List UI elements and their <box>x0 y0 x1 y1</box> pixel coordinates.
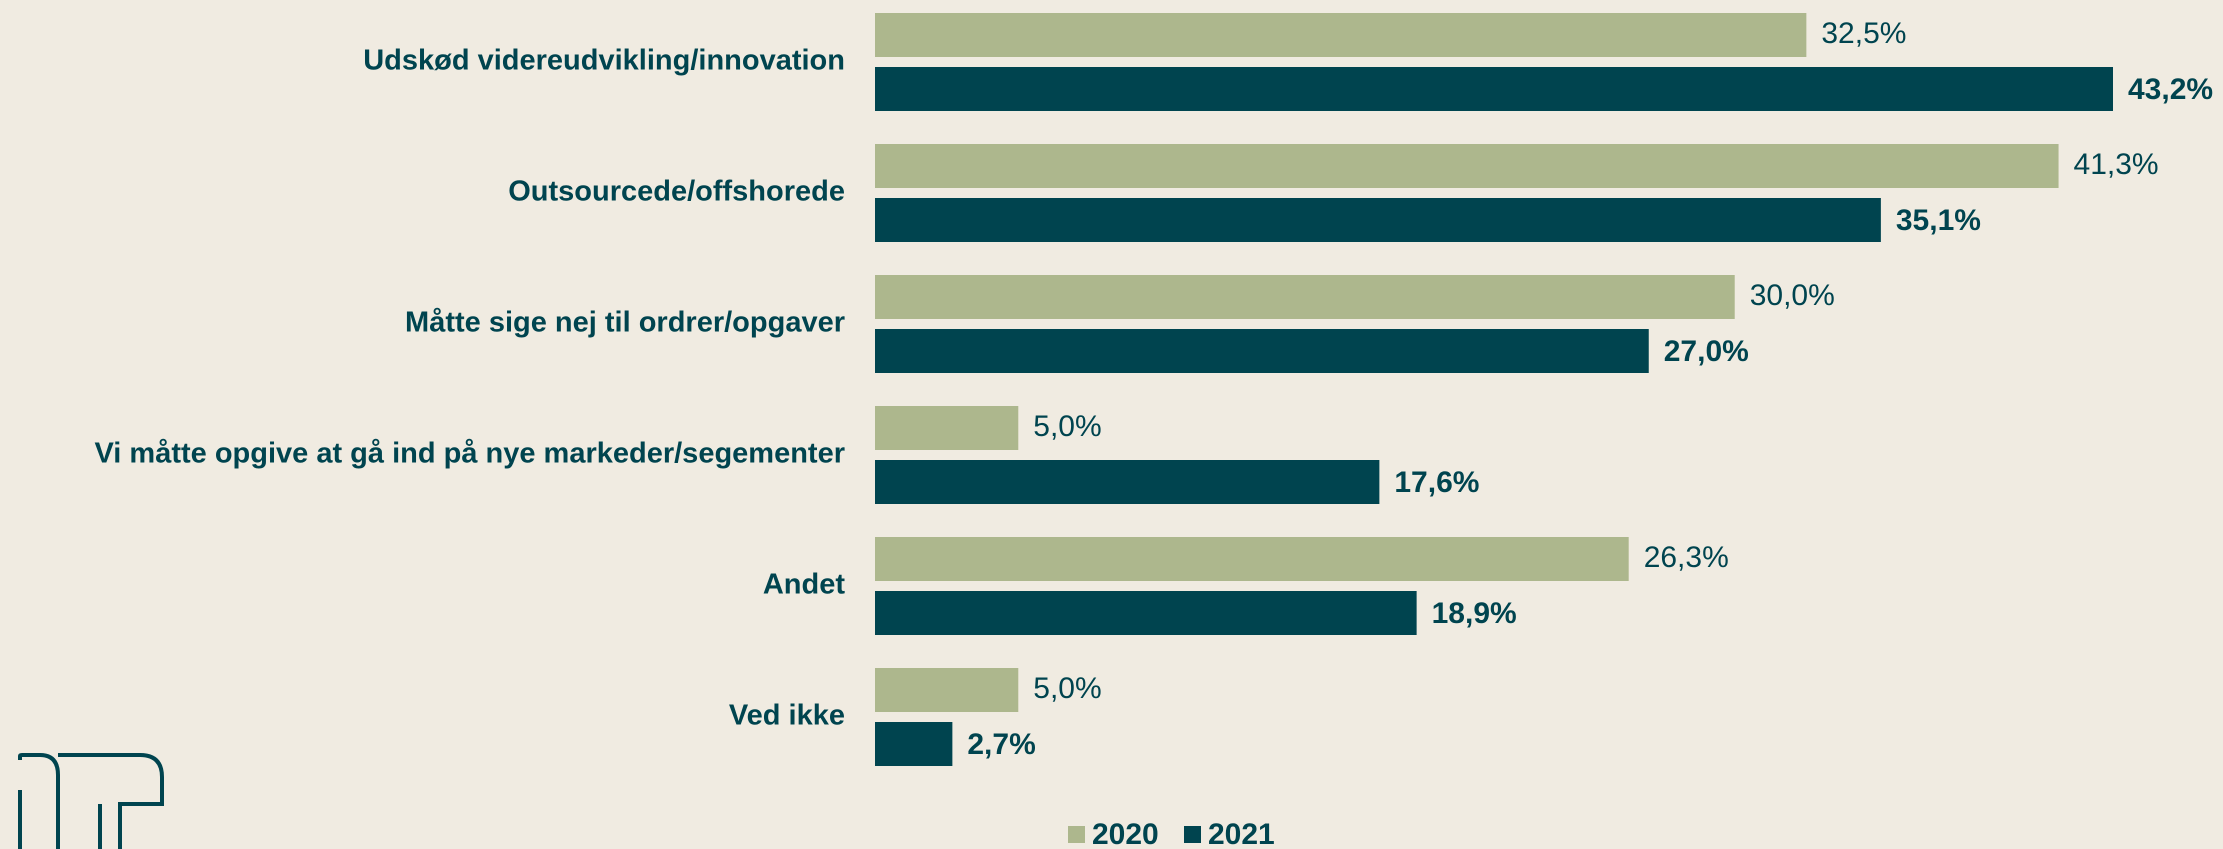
bar <box>875 329 1649 373</box>
logo-t <box>58 753 164 849</box>
category-label: Måtte sige nej til ordrer/opgaver <box>405 307 845 339</box>
category-label: Vi måtte opgive at gå ind på nye markede… <box>94 438 845 470</box>
value-label: 43,2% <box>2128 73 2213 106</box>
legend-label: 2021 <box>1208 818 1275 849</box>
category-label: Outsourcede/offshorede <box>508 176 845 208</box>
bar <box>875 591 1417 635</box>
logo-i <box>18 753 60 849</box>
value-label: 17,6% <box>1394 466 1479 499</box>
legend-swatch <box>1068 826 1085 843</box>
value-label: 5,0% <box>1033 410 1101 443</box>
bar <box>875 460 1380 504</box>
category-label: Andet <box>763 569 846 601</box>
value-label: 30,0% <box>1750 279 1835 312</box>
category-label: Udskød videreudvikling/innovation <box>363 45 845 77</box>
bar <box>875 13 1807 57</box>
bar <box>875 406 1019 450</box>
bar <box>875 668 1019 712</box>
value-label: 2,7% <box>967 728 1035 761</box>
bar <box>875 198 1881 242</box>
value-label: 35,1% <box>1896 204 1981 237</box>
value-label: 26,3% <box>1644 541 1729 574</box>
bar <box>875 67 2113 111</box>
bar <box>875 722 953 766</box>
value-label: 18,9% <box>1432 597 1517 630</box>
category-label: Ved ikke <box>729 700 845 732</box>
legend-label: 2020 <box>1092 818 1159 849</box>
bar <box>875 275 1735 319</box>
value-label: 41,3% <box>2074 148 2159 181</box>
value-label: 32,5% <box>1821 17 1906 50</box>
value-label: 5,0% <box>1033 672 1101 705</box>
bar <box>875 144 2059 188</box>
logo <box>18 753 164 849</box>
value-label: 27,0% <box>1664 335 1749 368</box>
bar <box>875 537 1629 581</box>
legend-swatch <box>1184 826 1201 843</box>
